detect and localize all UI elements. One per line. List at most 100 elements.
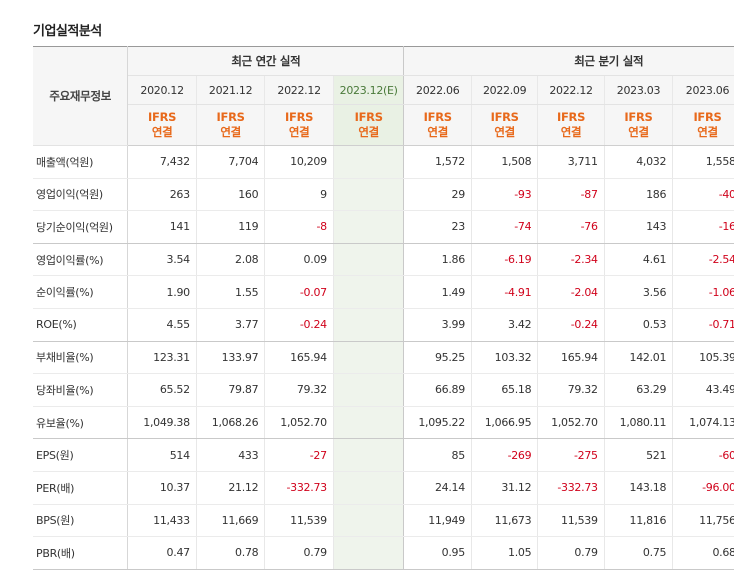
table-cell: 95.25 (403, 341, 472, 375)
ifrs-label: IFRS (216, 110, 245, 124)
table-cell: 3.42 (470, 308, 538, 342)
table-cell: 1.49 (403, 275, 472, 309)
table-cell (332, 471, 405, 505)
consolidated-label: 연결 (697, 125, 718, 139)
table-cell (332, 536, 405, 570)
table-cell: -4.91 (470, 275, 538, 309)
table-cell: 11,949 (403, 504, 472, 538)
ifrs-label: IFRS (354, 110, 383, 124)
table-cell: 4,032 (603, 145, 673, 179)
table-cell: 123.31 (127, 341, 197, 375)
table-cell: 11,539 (537, 504, 605, 538)
table-cell: 103.32 (470, 341, 538, 375)
table-cell: 10,209 (264, 145, 334, 179)
consolidated-label: 연결 (427, 125, 448, 139)
table-cell: 165.94 (264, 341, 334, 375)
table-cell: -27 (264, 438, 334, 472)
consolidated-label: 연결 (151, 125, 173, 139)
table-cell: 23 (403, 210, 472, 244)
table-cell (332, 243, 405, 277)
table-cell: 1,049.38 (127, 406, 197, 440)
table-cell: -93 (470, 178, 538, 212)
row-label: PER(배) (33, 471, 129, 505)
table-cell: 79.87 (195, 373, 265, 407)
table-cell: -40 (672, 178, 734, 212)
ifrs-consolidated-label: IFRS 연결 (603, 104, 673, 146)
table-cell (332, 341, 405, 375)
table-cell: 1,508 (470, 145, 538, 179)
period-header: 2022.09 (470, 75, 538, 105)
table-row: 당기순이익(억원) 141 119 -8 23 -74 -76 143 -16 (33, 210, 734, 244)
table-cell: 3.56 (603, 275, 673, 309)
table-cell: 11,433 (127, 504, 197, 538)
table-cell: -332.73 (537, 471, 605, 505)
ifrs-label: IFRS (693, 110, 722, 124)
table-cell: 186 (603, 178, 673, 212)
period-header: 2022.12 (537, 75, 605, 105)
table-row: PBR(배) 0.47 0.78 0.79 0.95 1.05 0.79 0.75 0.68 (33, 536, 734, 570)
table-row: PER(배) 10.37 21.12 -332.73 24.14 31.12 -332.73… (33, 471, 734, 505)
table-cell: -74 (470, 210, 538, 244)
table-cell: 11,669 (195, 504, 265, 538)
table-cell: 0.68 (672, 536, 734, 570)
table-cell: 11,539 (264, 504, 334, 538)
table-cell (332, 373, 405, 407)
ifrs-consolidated-label: IFRS 연결 (127, 104, 197, 146)
ifrs-consolidated-label: IFRS 연결 (195, 104, 265, 146)
period-header: 2020.12 (127, 75, 197, 105)
table-cell: 0.79 (264, 536, 334, 570)
table-cell: 3,711 (537, 145, 605, 179)
table-cell: 0.95 (403, 536, 472, 570)
table-cell: -332.73 (264, 471, 334, 505)
period-header: 2023.12(E) (332, 75, 405, 105)
table-cell: 1,080.11 (603, 406, 673, 440)
ifrs-consolidated-label: IFRS 연결 (332, 104, 405, 146)
row-label: 순이익률(%) (33, 275, 129, 309)
ifrs-consolidated-label: IFRS 연결 (537, 104, 605, 146)
row-label: ROE(%) (33, 308, 129, 342)
table-cell: -269 (470, 438, 538, 472)
row-label: BPS(원) (33, 504, 129, 538)
table-cell: 3.77 (195, 308, 265, 342)
table-cell: 165.94 (537, 341, 605, 375)
annual-section-header: 최근 연간 실적 (127, 46, 405, 76)
table-cell: 1,558 (672, 145, 734, 179)
table-cell: 141 (127, 210, 197, 244)
ifrs-label: IFRS (624, 110, 653, 124)
table-cell: 43.49 (672, 373, 734, 407)
table-cell: 263 (127, 178, 197, 212)
table-cell: 65.18 (470, 373, 538, 407)
table-cell: 143 (603, 210, 673, 244)
table-cell: 433 (195, 438, 265, 472)
consolidated-label: 연결 (358, 125, 379, 139)
table-cell: -275 (537, 438, 605, 472)
table-row: 당좌비율(%) 65.52 79.87 79.32 66.89 65.18 79.32 63.… (33, 373, 734, 407)
period-header: 2023.03 (603, 75, 673, 105)
table-cell: 160 (195, 178, 265, 212)
table-cell: 521 (603, 438, 673, 472)
table-cell: -60 (672, 438, 734, 472)
table-cell: -0.24 (264, 308, 334, 342)
table-cell: 143.18 (603, 471, 673, 505)
financial-table-container[interactable]: 주요재무정보 최근 연간 실적 최근 분기 실적 2020.12 2021.12 2… (33, 46, 734, 574)
row-header-label: 주요재무정보 (33, 46, 129, 146)
table-cell: 7,704 (195, 145, 265, 179)
table-cell: 514 (127, 438, 197, 472)
table-cell (332, 178, 405, 212)
ifrs-consolidated-label: IFRS 연결 (264, 104, 334, 146)
ifrs-label: IFRS (285, 110, 314, 124)
table-cell: 24.14 (403, 471, 472, 505)
row-label: 영업이익률(%) (33, 243, 129, 277)
table-cell (332, 145, 405, 179)
table-cell: 142.01 (603, 341, 673, 375)
table-cell: 0.09 (264, 243, 334, 277)
table-cell: 3.99 (403, 308, 472, 342)
table-row: 영업이익률(%) 3.54 2.08 0.09 1.86 -6.19 -2.34 4.61 -2… (33, 243, 734, 277)
table-cell: 1.86 (403, 243, 472, 277)
table-cell: 9 (264, 178, 334, 212)
table-cell: 0.75 (603, 536, 673, 570)
table-cell: 31.12 (470, 471, 538, 505)
table-cell: 63.29 (603, 373, 673, 407)
row-label: 매출액(억원) (33, 145, 129, 179)
section-title: 기업실적분석 (33, 24, 102, 39)
